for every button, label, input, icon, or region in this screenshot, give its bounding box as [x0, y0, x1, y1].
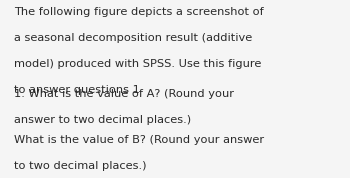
Text: What is the value of B? (Round your answer: What is the value of B? (Round your answ…: [14, 135, 264, 145]
Text: a seasonal decomposition result (additive: a seasonal decomposition result (additiv…: [14, 33, 252, 43]
Text: to two decimal places.): to two decimal places.): [14, 161, 147, 171]
Text: The following figure depicts a screenshot of: The following figure depicts a screensho…: [14, 7, 264, 17]
Text: answer to two decimal places.): answer to two decimal places.): [14, 115, 191, 125]
Text: 1. What is the value of A? (Round your: 1. What is the value of A? (Round your: [14, 89, 234, 99]
Text: to answer questions 1: to answer questions 1: [14, 85, 140, 95]
Text: model) produced with SPSS. Use this figure: model) produced with SPSS. Use this figu…: [14, 59, 261, 69]
